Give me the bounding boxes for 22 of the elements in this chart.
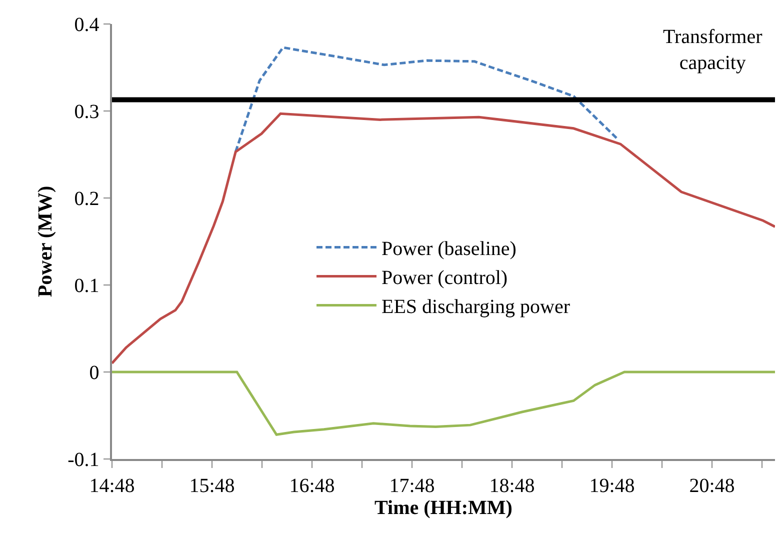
x-axis-title: Time (HH:MM) [374,496,512,519]
y-tick-label: 0.1 [74,275,100,297]
ref-line-label: Transformer capacity [663,26,763,74]
y-tick-label: 0 [89,362,100,384]
x-tick-label: 15:48 [189,474,235,497]
x-tick-label: 18:48 [489,474,535,497]
y-tick-label: 0.2 [74,188,100,210]
y-axis-title: Power (MW) [34,186,57,298]
legend-label: Power (control) [382,267,508,290]
x-tick-label: 14:48 [89,474,135,497]
line-series [234,46,618,154]
legend-label: EES discharging power [382,296,570,318]
x-tick-label: 17:48 [389,474,435,497]
x-tick-label: 16:48 [289,474,335,497]
y-tick-label: 0.3 [74,101,100,123]
line-series [112,112,775,365]
x-tick-label: 19:48 [589,474,635,497]
y-tick-label: -0.1 [68,449,100,471]
line-series [112,370,775,436]
legend-label: Power (baseline) [382,238,516,260]
y-tick-label: 0.4 [74,14,100,36]
x-tick-label: 20:48 [689,474,735,497]
